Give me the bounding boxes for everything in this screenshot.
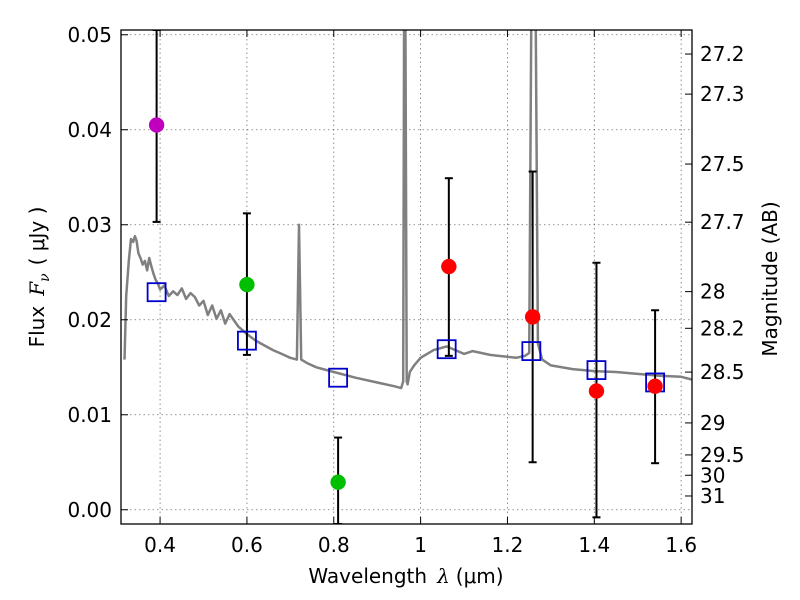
model-square (521, 341, 542, 362)
observed-point (330, 474, 346, 490)
y-tick-label: 0.03 (67, 213, 112, 237)
y2-tick-label: 27.3 (700, 82, 745, 106)
x-tick-label: 0.4 (144, 533, 176, 557)
observed-point (524, 309, 541, 325)
y2-tick-label: 28.5 (700, 360, 745, 384)
x-tick-label: 0.8 (318, 533, 350, 557)
y-tick-label: 0.05 (67, 23, 112, 47)
y-axis-label: FluxFν( μJy ) (25, 207, 53, 348)
y2-tick-label: 27.2 (700, 42, 745, 66)
sed-model-line (123, 30, 692, 390)
x-tick-label: 1.2 (492, 533, 524, 557)
y2-tick-label: 27.5 (700, 152, 745, 176)
plot-area (123, 30, 692, 524)
y2-tick-label: 28 (700, 280, 725, 304)
y2-axis-label: Magnitude (AB) (758, 201, 782, 356)
model-square (436, 339, 457, 360)
model-square (586, 360, 607, 381)
y2-tick-label: 27.7 (700, 210, 745, 234)
axes-frame (120, 29, 693, 525)
x-axis-label: Wavelength λ (μm) (308, 564, 503, 588)
y2-tick-label: 31 (700, 484, 725, 508)
y-tick-label: 0.02 (67, 308, 112, 332)
observed-points (148, 117, 663, 490)
y2-tick-label: 30 (700, 463, 725, 487)
model-square (328, 367, 349, 388)
observed-point (148, 117, 165, 133)
y2-tick-label: 29.5 (700, 443, 745, 467)
y2-tick-label: 28.2 (700, 316, 745, 340)
x-tick-label: 0.6 (231, 533, 263, 557)
x-tick-label: 1 (414, 533, 427, 557)
y-tick-label: 0.04 (67, 118, 112, 142)
y-tick-label: 0.01 (67, 403, 112, 427)
x-axis-ticks: 0.4 0.6 0.8 1 1.2 1.4 1.6 (144, 30, 697, 557)
x-tick-label: 1.4 (578, 533, 610, 557)
observed-point (239, 276, 255, 293)
y-axis-ticks: 0.00 0.01 0.02 0.03 0.04 0.05 (67, 23, 128, 522)
observed-point (588, 383, 605, 399)
x-tick-label: 1.6 (665, 533, 697, 557)
observed-point (441, 258, 457, 275)
model-square (237, 330, 257, 351)
y-tick-label: 0.00 (67, 498, 112, 522)
model-square (146, 282, 167, 303)
y2-tick-label: 29 (700, 411, 725, 435)
observed-point (647, 378, 663, 394)
